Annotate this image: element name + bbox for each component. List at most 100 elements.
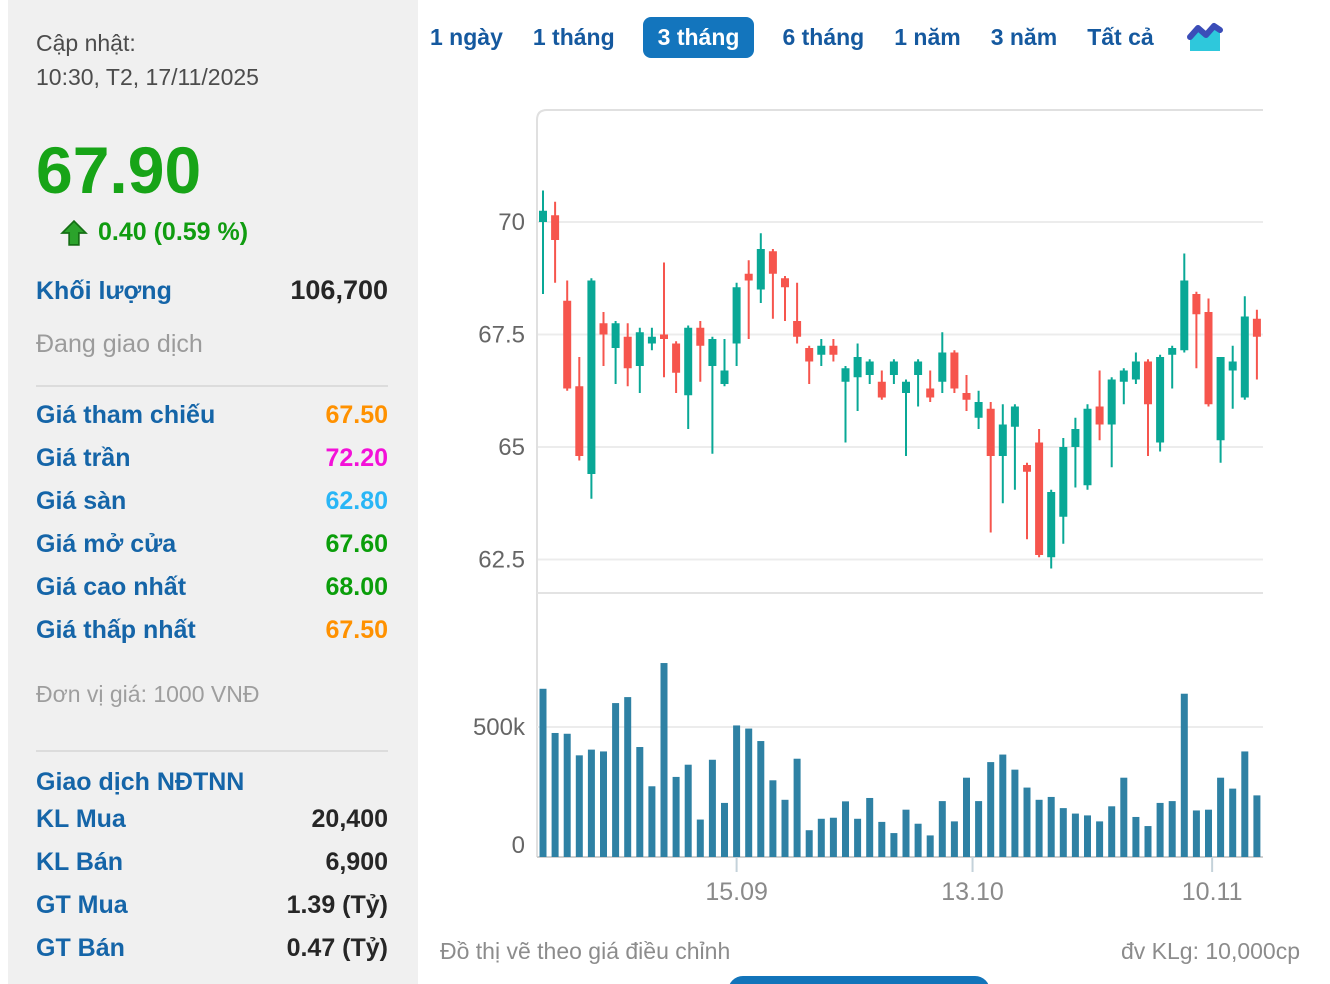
candle-body [781, 278, 789, 288]
table-row: GT Mua 1.39 (Tỷ) [36, 891, 388, 934]
candle-body [841, 368, 850, 382]
volume-bar [975, 801, 983, 857]
tab-range-4[interactable]: 6 tháng [782, 23, 865, 50]
candle-body [599, 323, 608, 335]
volume-bar [684, 764, 692, 857]
table-row: KL Mua 20,400 [36, 805, 388, 848]
candle-body [817, 345, 826, 355]
adjusted-price-note: Đồ thị vẽ theo giá điều chỉnh [440, 938, 731, 964]
row-value: 72.20 [325, 444, 388, 472]
volume-bar [745, 728, 753, 857]
volume-unit-note: đv KLg: 10,000cp [1120, 938, 1300, 964]
tab-range-3[interactable]: 3 tháng [642, 16, 755, 58]
volume-bar [1011, 769, 1019, 857]
candle-body [1083, 408, 1092, 486]
volume-bar [636, 747, 644, 857]
volume-bar [624, 697, 632, 857]
volume-bar [805, 830, 813, 857]
volume-bar [999, 754, 1007, 857]
candle-body [1131, 361, 1140, 380]
row-value: 20,400 [311, 805, 388, 833]
tab-range-1[interactable]: 1 ngày [430, 23, 503, 50]
candle-body [732, 287, 741, 344]
candle-body [1180, 280, 1189, 351]
table-row: Giá trần 72.20 [36, 444, 388, 487]
chart-type-icon[interactable] [1186, 20, 1224, 54]
candle-body [684, 327, 693, 396]
volume-bar [938, 801, 946, 857]
volume-bar [1047, 796, 1055, 857]
candle-body [635, 332, 644, 366]
volume-bar [1205, 809, 1212, 857]
tab-range-6[interactable]: 3 năm [990, 23, 1058, 50]
row-value: 67.60 [325, 530, 388, 558]
volume-bar [696, 819, 704, 857]
update-label: Cập nhật: [36, 30, 136, 56]
foreign-trade-title: Giao dịch NĐTNN [36, 768, 245, 796]
price-unit-note: Đơn vị giá: 1000 VNĐ [36, 681, 260, 707]
candle-body [853, 357, 862, 378]
volume-bar [829, 817, 837, 857]
volume-bar [1035, 799, 1043, 857]
table-row: GT Bán 0.47 (Tỷ) [36, 934, 388, 977]
volume-bar [1168, 801, 1176, 857]
table-row: Giá cao nhất 68.00 [36, 573, 388, 616]
candle-body [902, 381, 910, 393]
row-label: Giá cao nhất [36, 573, 187, 601]
row-value: 67.50 [325, 616, 388, 644]
volume-bar [733, 725, 741, 857]
update-timestamp: 10:30, T2, 17/11/2025 [36, 64, 259, 90]
table-row: Giá thấp nhất 67.50 [36, 616, 388, 659]
x-axis-label: 13.10 [941, 878, 1004, 906]
candle-body [611, 323, 620, 348]
volume-bar [902, 809, 910, 857]
volume-bar [769, 780, 777, 857]
quote-sidebar: Cập nhật: 10:30, T2, 17/11/2025 67.90 0.… [8, 0, 418, 984]
candle-body [660, 334, 668, 339]
tab-range-5[interactable]: 1 năm [894, 23, 961, 50]
candle-body [744, 273, 753, 281]
foreign-trade-rows: KL Mua 20,400 KL Bán 6,900 GT Mua 1.39 (Tỷ) GT… [36, 805, 388, 977]
volume-bar [842, 801, 849, 857]
row-value: 67.50 [325, 401, 388, 429]
volume-bar [1192, 810, 1200, 857]
candle-body [889, 361, 898, 375]
volume-bar [1217, 777, 1225, 857]
volume-bar [914, 823, 922, 857]
candle-body [986, 408, 995, 456]
candle-body [623, 336, 632, 369]
price-axis-label: 67.5 [478, 322, 525, 349]
row-label: Giá mở cửa [36, 530, 177, 558]
volume-bar [1059, 808, 1067, 857]
tab-range-2[interactable]: 1 tháng [532, 23, 615, 50]
row-value: 0.47 (Tỷ) [286, 934, 388, 962]
candle-body [1204, 312, 1213, 405]
x-axis-label: 10.11 [1182, 878, 1243, 906]
price-axis-label: 65 [498, 434, 525, 461]
candle-body [938, 352, 947, 382]
volume-bar [575, 755, 583, 857]
candle-body [829, 345, 838, 355]
candle-body [768, 251, 777, 274]
candle-body [563, 300, 572, 389]
session-status: Đang giao dịch [36, 330, 203, 358]
volume-bar [866, 797, 874, 857]
volume-value: 106,700 [290, 275, 388, 305]
candle-body [914, 361, 923, 375]
time-range-tabs: 1 ngày 1 tháng 3 tháng 6 tháng 1 năm 3 năm Tất… [428, 14, 1224, 60]
candle-body [974, 402, 983, 418]
candlestick-chart[interactable]: 70 67.5 65 62.5 500k 0 15.09 13.10 10.11 [424, 90, 1330, 930]
candle-body [793, 321, 802, 337]
volume-bar [878, 821, 886, 857]
candle-body [1047, 492, 1056, 558]
candle-body [1240, 316, 1249, 398]
bottom-scroll-pill[interactable] [728, 976, 990, 984]
tab-range-7[interactable]: Tất cả [1087, 23, 1154, 50]
candle-body [647, 336, 656, 344]
candle-body [1252, 318, 1261, 337]
table-row: Giá tham chiếu 67.50 [36, 401, 388, 444]
volume-bar [612, 703, 620, 857]
candle-body [539, 210, 547, 222]
price-detail-rows: Giá tham chiếu 67.50 Giá trần 72.20 Giá sàn 6… [36, 401, 388, 659]
volume-bar [1084, 815, 1091, 857]
